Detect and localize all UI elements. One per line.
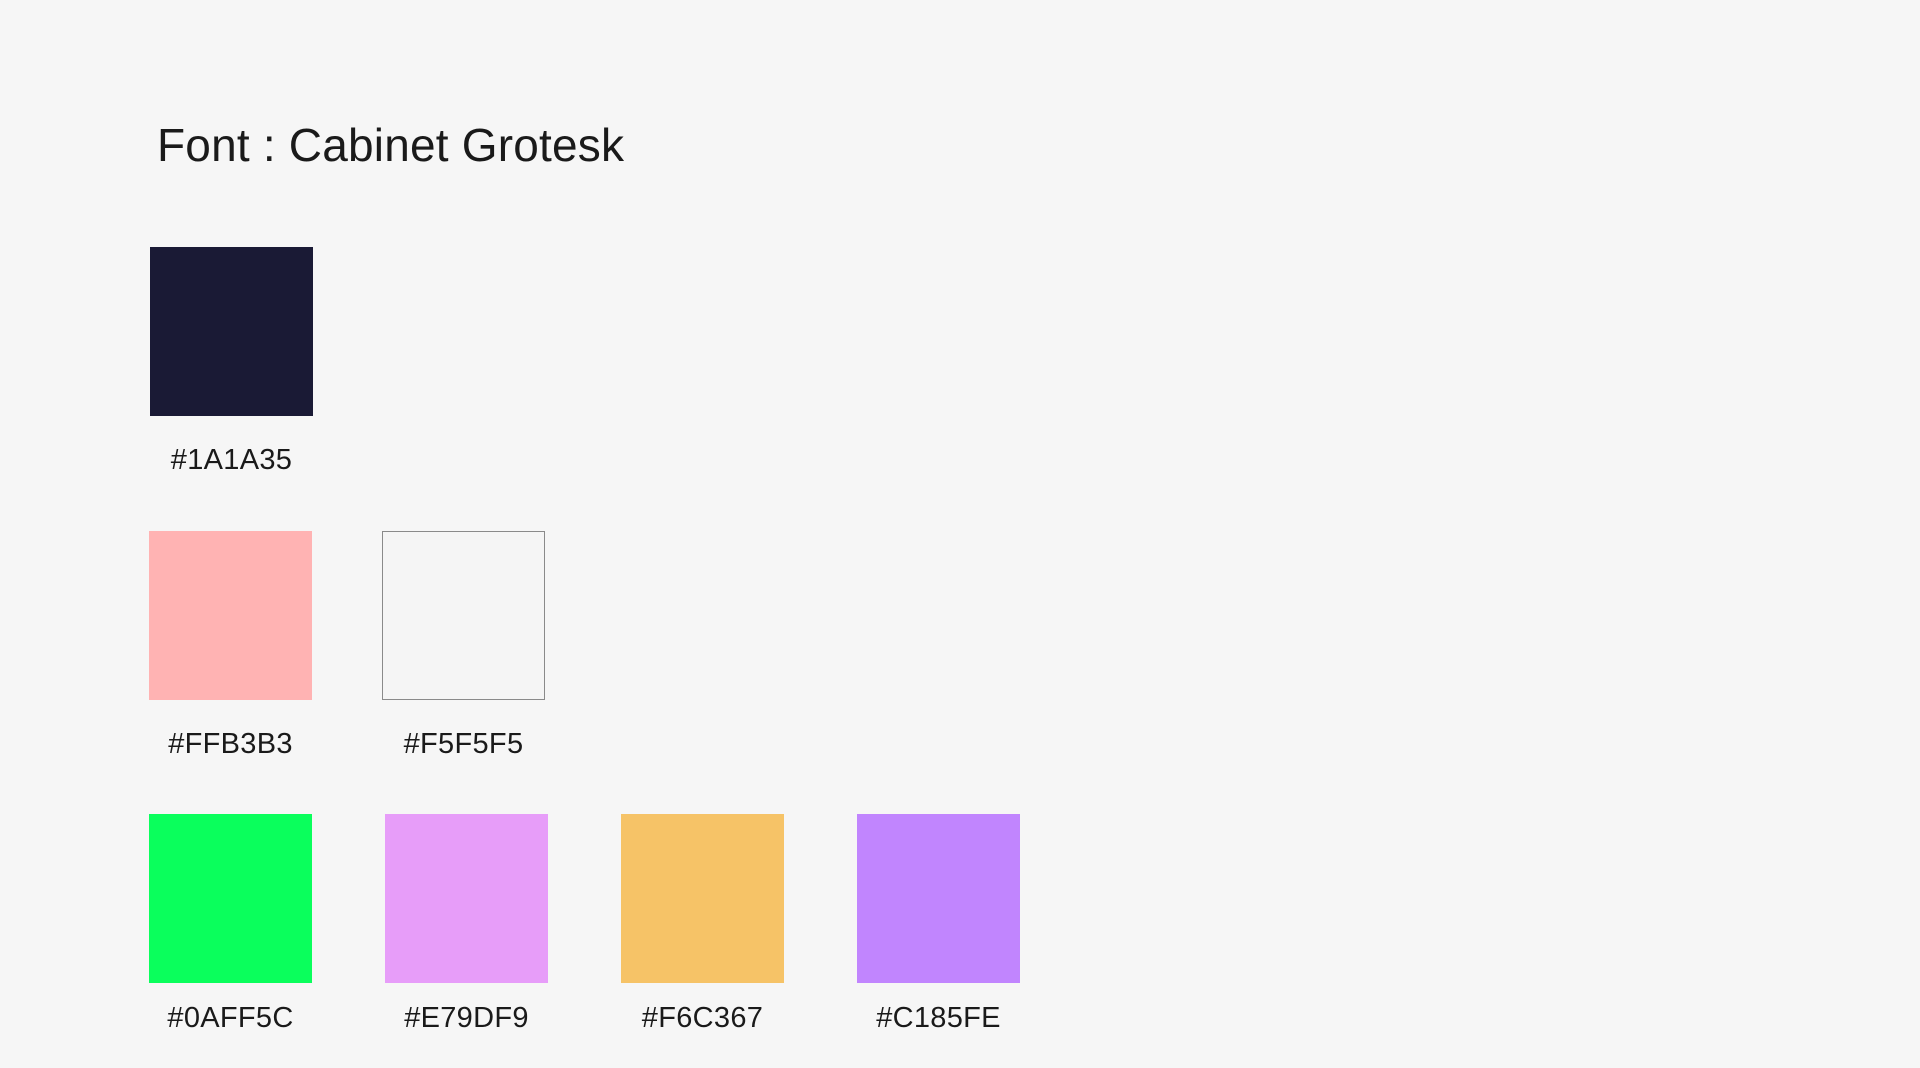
swatch-item: #FFB3B3 xyxy=(149,531,312,760)
color-hex-label: #F6C367 xyxy=(641,1002,764,1034)
color-hex-label: #1A1A35 xyxy=(170,444,293,476)
color-hex-label: #E79DF9 xyxy=(404,1002,529,1034)
color-swatch xyxy=(621,814,784,983)
color-swatch xyxy=(149,814,312,983)
swatch-item: #1A1A35 xyxy=(150,247,313,476)
swatch-item: #C185FE xyxy=(857,814,1020,1034)
color-swatch xyxy=(385,814,548,983)
color-swatch xyxy=(382,531,545,700)
color-hex-label: #FFB3B3 xyxy=(168,728,293,760)
color-swatch xyxy=(857,814,1020,983)
page-title: Font : Cabinet Grotesk xyxy=(157,119,625,171)
color-swatch xyxy=(149,531,312,700)
color-hex-label: #0AFF5C xyxy=(167,1002,294,1034)
swatch-item: #F5F5F5 xyxy=(382,531,545,760)
swatch-item: #0AFF5C xyxy=(149,814,312,1034)
color-hex-label: #C185FE xyxy=(876,1002,1001,1034)
swatch-item: #E79DF9 xyxy=(385,814,548,1034)
swatch-item: #F6C367 xyxy=(621,814,784,1034)
color-swatch xyxy=(150,247,313,416)
color-hex-label: #F5F5F5 xyxy=(403,728,524,760)
